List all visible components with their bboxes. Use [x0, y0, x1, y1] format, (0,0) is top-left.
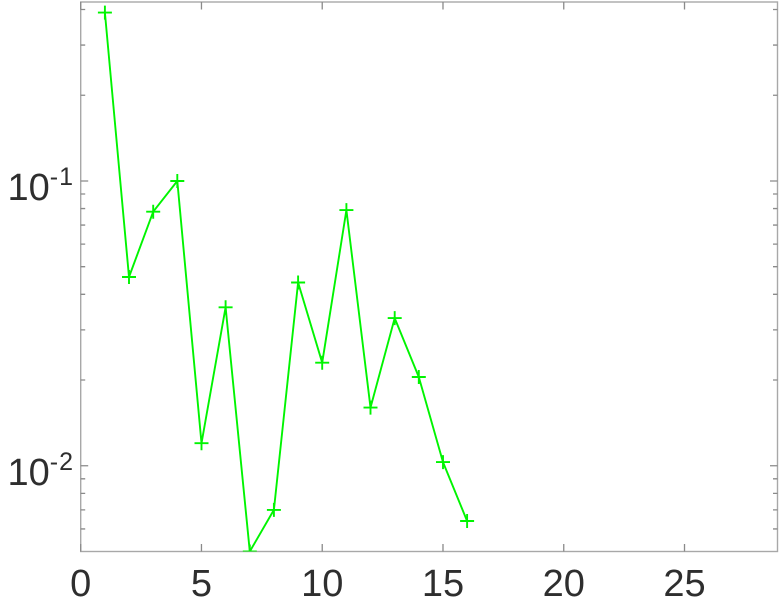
- x-tick-label: 25: [663, 563, 706, 600]
- data-line-green-plus-line: [103, 12, 468, 552]
- x-tick-label: 0: [70, 563, 92, 600]
- y-tick-label: 10-1: [7, 162, 74, 209]
- x-tick-label: 15: [421, 563, 465, 600]
- x-tick-label: 5: [190, 563, 213, 600]
- axes-box: [79, 1, 779, 553]
- x-tick-label: 20: [542, 563, 585, 600]
- x-tick-label: 10: [301, 563, 344, 600]
- y-tick-exponent: -2: [49, 447, 74, 476]
- y-tick-exponent: -1: [49, 162, 74, 191]
- axis-ticks: [80, 2, 778, 552]
- y-tick-mantissa: 10: [7, 451, 50, 494]
- data-markers-green-plus-line: [97, 5, 475, 552]
- y-tick-label: 10-2: [7, 447, 74, 494]
- y-tick-mantissa: 10: [7, 166, 50, 209]
